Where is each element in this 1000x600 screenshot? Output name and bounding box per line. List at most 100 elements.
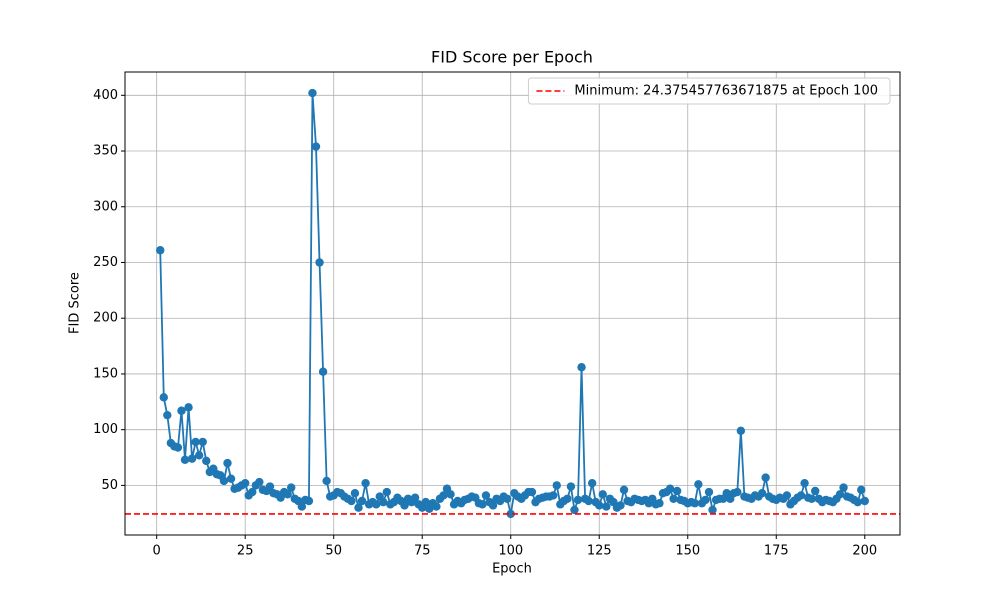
x-tick-label: 25 [237, 544, 254, 559]
data-point [265, 482, 275, 491]
data-point [315, 258, 324, 267]
y-tick-label: 300 [93, 199, 118, 214]
data-point [156, 246, 165, 255]
data-point [502, 494, 512, 503]
data-point [308, 88, 317, 98]
legend-box [527, 77, 891, 105]
data-point [159, 393, 168, 402]
data-point [669, 494, 678, 503]
y-tick-label: 50 [101, 478, 118, 493]
data-point [757, 489, 767, 498]
data-point [655, 499, 664, 508]
data-point [481, 491, 491, 500]
x-tick-label: 200 [852, 544, 877, 559]
data-point [619, 485, 629, 495]
data-point [853, 497, 862, 507]
data-point [187, 454, 197, 463]
data-point [379, 497, 388, 507]
data-point [354, 503, 363, 512]
data-point [704, 487, 714, 497]
data-point [672, 486, 682, 496]
y-tick-label: 350 [93, 144, 118, 159]
data-line [159, 93, 866, 515]
data-point [311, 142, 321, 151]
data-point [563, 494, 572, 503]
data-point [616, 501, 625, 510]
data-point [570, 505, 579, 515]
legend-label: Minimum: 24.375457763671875 at Epoch 100 [574, 84, 878, 99]
data-point [198, 437, 207, 447]
data-point [587, 478, 597, 488]
data-point [194, 451, 204, 460]
data-point [708, 505, 717, 515]
y-tick-label: 200 [93, 311, 118, 326]
data-point [782, 491, 792, 500]
data-point [219, 476, 229, 486]
data-point [400, 501, 409, 510]
data-point [304, 496, 314, 506]
data-point [287, 483, 296, 492]
x-tick-label: 50 [325, 544, 342, 559]
data-point [248, 487, 257, 497]
x-tick-label: 100 [498, 544, 523, 559]
data-point [665, 484, 675, 493]
y-tick-label: 150 [93, 366, 118, 381]
data-point [371, 500, 381, 509]
y-axis-label: FID Score [68, 272, 83, 334]
data-point [598, 490, 607, 499]
data-point [223, 458, 232, 468]
data-point [382, 487, 392, 497]
data-point [446, 490, 455, 499]
data-point [350, 489, 360, 498]
chart-title: FID Score per Epoch [431, 48, 593, 67]
data-point [163, 410, 172, 420]
data-point [173, 443, 183, 452]
legend: Minimum: 24.375457763671875 at Epoch 100 [527, 77, 891, 105]
data-point [549, 491, 558, 500]
data-point [800, 478, 809, 488]
y-tick-label: 250 [93, 255, 118, 270]
data-point [860, 496, 869, 506]
y-tick-label: 400 [93, 88, 118, 103]
x-tick-label: 0 [153, 544, 161, 559]
data-point [552, 481, 561, 490]
data-point [566, 482, 576, 491]
data-point [240, 478, 250, 488]
data-point [577, 363, 586, 372]
x-axis-label: Epoch [492, 562, 532, 577]
data-point [835, 490, 845, 499]
x-tick-label: 150 [675, 544, 700, 559]
data-point [421, 497, 430, 507]
data-point [357, 496, 367, 506]
data-point [184, 403, 193, 412]
data-point [488, 501, 498, 510]
data-point [602, 502, 611, 511]
data-point [811, 486, 820, 496]
data-point [761, 473, 770, 482]
data-point [432, 502, 441, 511]
data-point [839, 483, 848, 492]
data-point [595, 501, 604, 510]
data-point [410, 493, 420, 502]
data-point [347, 496, 356, 506]
x-tick-label: 75 [414, 544, 431, 559]
data-point [506, 509, 515, 519]
data-point [255, 477, 264, 487]
data-point [807, 494, 816, 503]
data-point [584, 496, 593, 506]
data-point [202, 456, 211, 466]
data-point [527, 487, 537, 497]
data-point [297, 502, 307, 511]
data-point [573, 495, 583, 505]
data-point [318, 367, 328, 376]
data-point [226, 474, 236, 483]
x-tick-label: 125 [587, 544, 612, 559]
data-point [283, 490, 292, 499]
plot-frame [124, 71, 901, 536]
data-point [694, 480, 703, 489]
data-point [177, 406, 186, 415]
data-point [701, 495, 710, 505]
data-point [478, 500, 487, 509]
data-point [690, 499, 700, 508]
